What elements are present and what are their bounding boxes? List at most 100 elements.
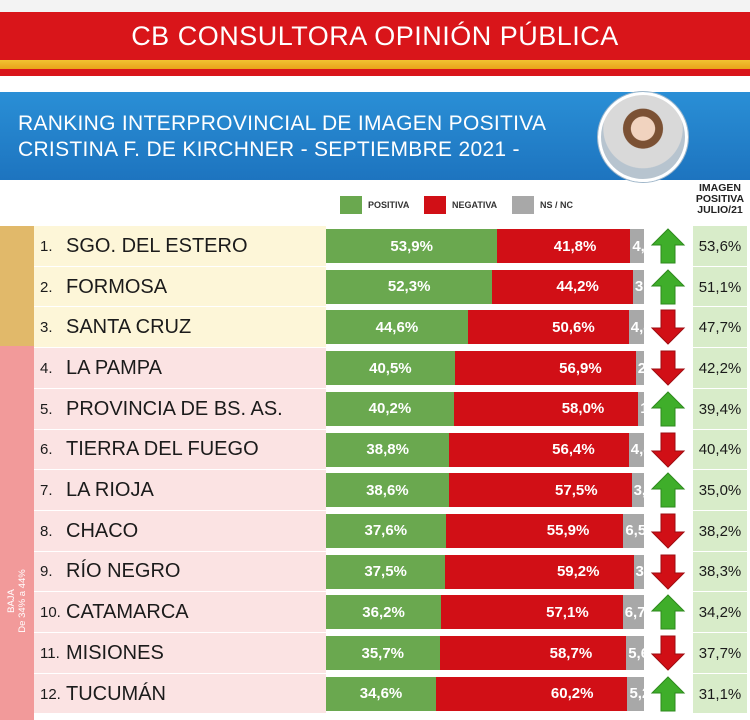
row-divider	[34, 632, 750, 633]
legend-negative-swatch	[424, 196, 446, 214]
trend-arrow-shape	[650, 675, 686, 712]
bar-label-positive: 40,2%	[368, 400, 412, 418]
banner-title: CB CONSULTORA OPINIÓN PÚBLICA	[131, 20, 619, 51]
prev-positive-value: 37,7%	[698, 644, 742, 662]
trend-up-arrow-icon	[650, 675, 686, 712]
subtitle-line-1: RANKING INTERPROVINCIAL DE IMAGEN POSITI…	[18, 112, 547, 135]
stacked-bar: 35,7% 58,7% 5,6	[326, 636, 644, 670]
province-label: 10. CATAMARCA	[40, 592, 189, 633]
rank-number: 1.	[40, 237, 53, 255]
prev-header-line-2: POSITIVA	[695, 193, 745, 205]
side-band-label: BAJA De 34% a 44%	[2, 560, 32, 640]
province-name: SGO. DEL ESTERO	[66, 234, 248, 257]
bar-segment-negative: 50,6%	[467, 310, 629, 345]
subtitle-line-2: CRISTINA F. DE KIRCHNER - SEPTIEMBRE 202…	[18, 138, 520, 161]
bar-label-nsnc: 3,5	[634, 278, 644, 296]
trend-up-arrow-icon	[650, 228, 686, 264]
side-band-low	[0, 346, 34, 720]
stacked-bar: 37,5% 59,2% 3,3	[326, 554, 644, 589]
province-label: 3. SANTA CRUZ	[40, 307, 191, 348]
bar-segment-positive: 44,6%	[326, 310, 468, 345]
bar-label-positive: 37,6%	[364, 522, 408, 540]
trend-down-arrow-icon	[650, 350, 686, 386]
trend-down-arrow-icon	[650, 309, 686, 346]
row-divider	[34, 306, 750, 308]
bar-label-positive: 38,6%	[366, 481, 409, 499]
legend-negative-label: NEGATIVA	[452, 200, 498, 210]
bar-label-positive: 53,9%	[390, 237, 433, 255]
province-label: 7. LA RIOJA	[40, 470, 154, 511]
stacked-bar: 40,2% 58,0% 1,8	[326, 391, 644, 426]
prev-positive-value: 40,4%	[698, 441, 742, 459]
bar-segment-negative: 59,2%	[445, 554, 634, 589]
bar-segment-negative: 55,9%	[445, 513, 624, 548]
bar-segment-nsnc: 5,2	[627, 676, 644, 711]
row-background	[34, 510, 326, 552]
province-label: 1. SGO. DEL ESTERO	[40, 226, 248, 267]
bar-segment-nsnc: 5,6	[626, 636, 644, 670]
trend-arrow-shape	[650, 309, 686, 346]
province-name: PROVINCIA DE BS. AS.	[66, 397, 283, 420]
row-divider	[34, 347, 750, 349]
rank-number: 2.	[40, 278, 53, 296]
rank-number: 3.	[40, 319, 53, 337]
trend-up-arrow-icon	[650, 594, 686, 630]
bar-segment-positive: 37,5%	[326, 554, 446, 589]
bar-label-nsnc: 4,3	[632, 237, 644, 255]
stacked-bar: 37,6% 55,9% 6,5	[326, 513, 644, 548]
bar-segment-positive: 37,6%	[326, 513, 446, 548]
province-label: 4. LA PAMPA	[40, 348, 162, 389]
row-divider	[34, 672, 750, 674]
province-name: LA RIOJA	[66, 479, 154, 502]
bar-label-nsnc: 5,6	[628, 644, 644, 662]
bar-label-positive: 37,5%	[364, 563, 407, 581]
trend-arrow-shape	[650, 513, 686, 549]
trend-arrow-shape	[650, 594, 686, 630]
stacked-bar: 34,6% 60,2% 5,2	[326, 676, 644, 711]
bar-segment-nsnc: 1,8	[638, 391, 644, 426]
trend-up-arrow-icon	[650, 391, 686, 427]
trend-arrow-shape	[650, 635, 686, 671]
row-divider	[34, 428, 750, 430]
top-strip	[0, 0, 750, 12]
row-divider	[34, 713, 750, 715]
bar-segment-nsnc: 2,6	[635, 351, 644, 386]
prev-positive-value: 34,2%	[698, 604, 742, 622]
province-name: LA PAMPA	[66, 356, 162, 379]
rank-number: 10.	[40, 604, 61, 622]
bar-label-negative: 60,2%	[550, 685, 594, 703]
bar-segment-negative: 60,2%	[436, 676, 628, 711]
trend-arrow-shape	[650, 268, 686, 305]
title-banner: CB CONSULTORA OPINIÓN PÚBLICA	[0, 12, 750, 60]
bar-label-negative: 41,8%	[553, 237, 597, 255]
prev-positive-value: 51,1%	[698, 278, 742, 296]
row-background	[34, 266, 326, 308]
stacked-bar: 38,6% 57,5% 3,9	[326, 473, 644, 508]
stacked-bar: 53,9% 41,8% 4,3	[326, 229, 644, 263]
bar-label-positive: 35,7%	[361, 644, 405, 662]
prev-header-line-3: JULIO/21	[697, 204, 743, 216]
trend-down-arrow-icon	[650, 513, 686, 549]
rank-number: 4.	[40, 359, 53, 377]
prev-positive-value: 38,2%	[698, 522, 742, 540]
bar-label-negative: 55,9%	[546, 522, 590, 540]
bar-segment-positive: 38,6%	[326, 473, 449, 508]
bar-segment-nsnc: 6,5	[623, 513, 644, 548]
trend-arrow-shape	[650, 350, 686, 386]
bar-label-positive: 38,8%	[366, 441, 409, 458]
row-background	[34, 307, 326, 349]
stacked-bar: 40,5% 56,9% 2,6	[326, 351, 644, 386]
bar-segment-negative: 41,8%	[497, 229, 631, 263]
side-label-line-1: BAJA	[6, 589, 17, 613]
bar-segment-negative: 58,7%	[439, 636, 627, 670]
bar-segment-nsnc: 3,3	[633, 554, 644, 589]
prev-positive-value: 31,1%	[698, 685, 742, 703]
trend-down-arrow-icon	[650, 554, 686, 590]
bar-segment-positive: 34,6%	[326, 676, 437, 711]
stacked-bar: 52,3% 44,2% 3,5	[326, 269, 644, 304]
prev-positive-value: 38,3%	[698, 563, 742, 581]
bar-label-nsnc: 4,8	[630, 318, 644, 336]
bar-label-nsnc: 2,6	[637, 359, 644, 377]
bar-label-positive: 44,6%	[375, 318, 419, 336]
trend-arrow-shape	[650, 554, 686, 590]
